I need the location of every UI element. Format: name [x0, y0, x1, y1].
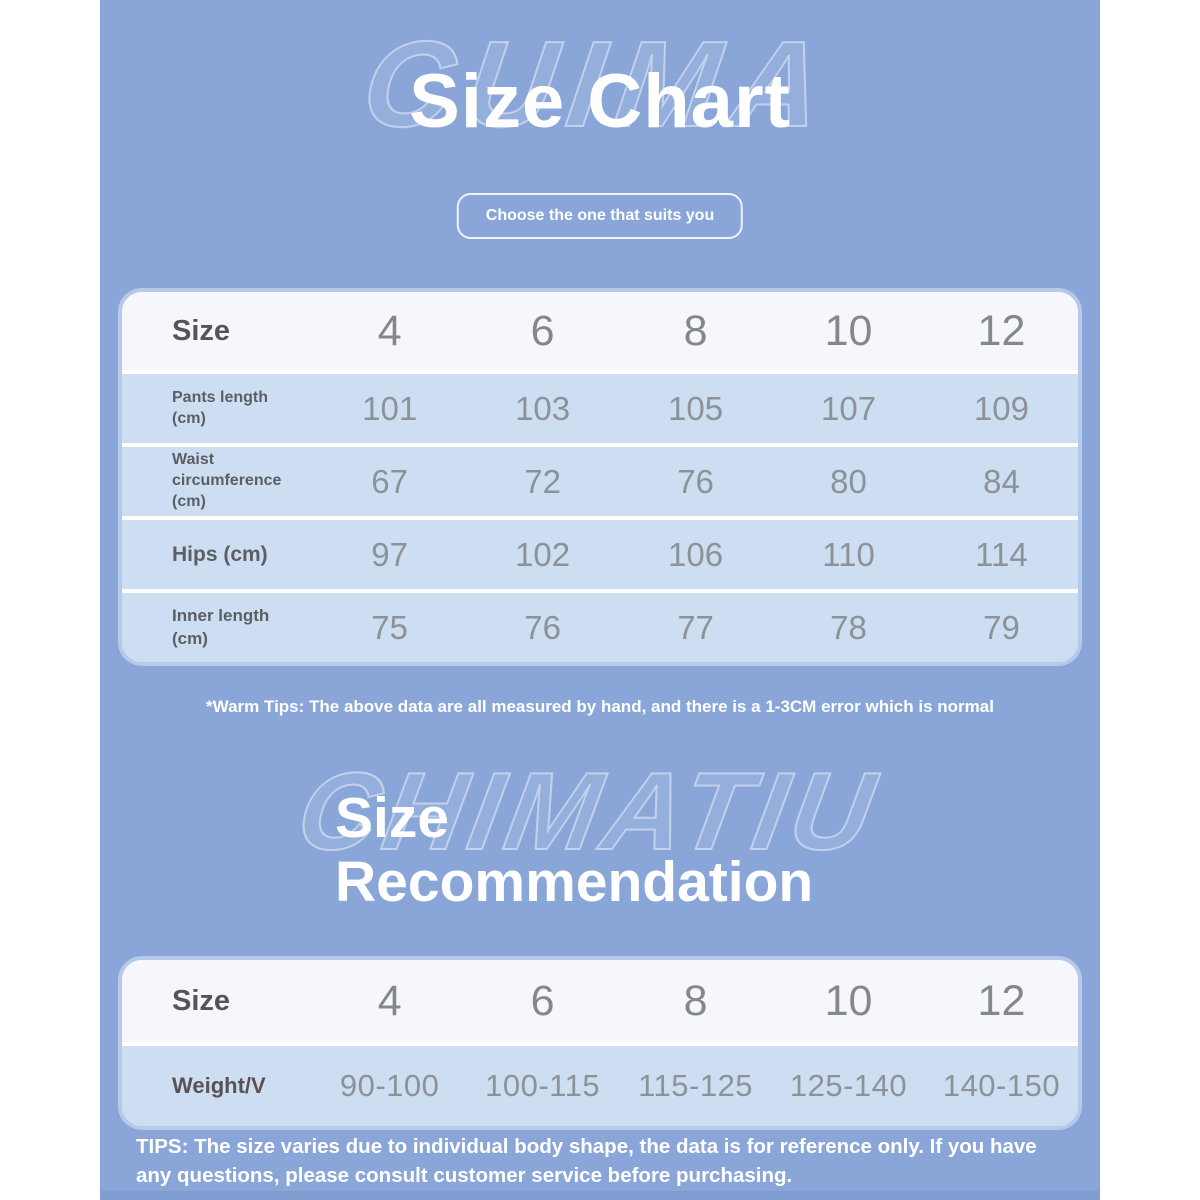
size-column-label: Size — [172, 314, 231, 347]
cell-value: 105 — [668, 389, 724, 427]
size-header-4: 4 — [377, 976, 402, 1025]
size-header-8: 8 — [683, 306, 708, 355]
size-header-6: 6 — [530, 306, 555, 355]
cell-value: 125-140 — [789, 1068, 908, 1103]
cell-value: 84 — [983, 462, 1020, 500]
recommendation-title-line2: Recommendation — [335, 850, 814, 915]
size-header-12: 12 — [977, 306, 1026, 355]
row-label: Pants length (cm) — [172, 388, 269, 427]
cell-value: 72 — [524, 462, 561, 500]
cell-value: 101 — [362, 389, 418, 427]
cell-value: 78 — [830, 608, 867, 646]
recommendation-title: Size Recommendation — [335, 786, 813, 915]
size-header-4: 4 — [377, 306, 402, 355]
row-label: Waist circumference (cm) — [172, 451, 282, 510]
recommendation-table-header-row: Size 4 6 8 10 12 — [122, 960, 1078, 1042]
size-header-8: 8 — [683, 976, 708, 1025]
table-row-hips: Hips (cm) 97 102 106 110 114 — [122, 520, 1078, 589]
cell-value: 77 — [677, 608, 714, 646]
measurements-table-header-row: Size 4 6 8 10 12 — [122, 292, 1078, 370]
warm-tips-note: *Warm Tips: The above data are all measu… — [206, 697, 994, 716]
bottom-tips-text: TIPS: The size varies due to individual … — [136, 1135, 1037, 1188]
size-header-6: 6 — [530, 976, 555, 1025]
page-title: Size Chart — [409, 59, 791, 144]
cell-value: 107 — [820, 389, 877, 427]
cell-value: 79 — [983, 608, 1020, 646]
measurements-table: Size 4 6 8 10 12 Pants length (cm) 101 1… — [118, 288, 1082, 666]
cell-value: 97 — [371, 535, 409, 573]
cell-value: 140-150 — [942, 1068, 1061, 1103]
size-column-label: Size — [172, 984, 231, 1017]
recommendation-table: Size 4 6 8 10 12 Weight/V 90-100 100-115… — [118, 956, 1082, 1130]
cell-value: 110 — [822, 535, 875, 573]
table-row-waist: Waist circumference (cm) 67 72 76 80 84 — [122, 447, 1078, 516]
cell-value: 76 — [524, 608, 561, 646]
row-label: Inner length (cm) — [172, 606, 270, 648]
size-header-12: 12 — [977, 976, 1026, 1025]
table-row-pants-length: Pants length (cm) 101 103 105 107 109 — [122, 374, 1078, 443]
poster-background: CUIMA Size Chart Choose the one that sui… — [100, 0, 1100, 1200]
cell-value: 102 — [515, 535, 571, 573]
row-label: Weight/V — [172, 1072, 266, 1098]
size-header-10: 10 — [824, 306, 873, 355]
choose-size-button[interactable]: Choose the one that suits you — [456, 193, 744, 239]
recommendation-title-line1: Size — [335, 786, 450, 850]
cell-value: 76 — [677, 462, 714, 500]
cell-value: 67 — [371, 462, 409, 500]
table-row-inner-length: Inner length (cm) 75 76 77 78 79 — [122, 593, 1078, 662]
cell-value: 80 — [830, 462, 867, 500]
cell-value: 90-100 — [339, 1068, 440, 1103]
cell-value: 75 — [371, 608, 409, 646]
bottom-edge-strip — [100, 1191, 1100, 1200]
cell-value: 114 — [975, 535, 1028, 573]
cell-value: 115-125 — [638, 1068, 754, 1103]
cell-value: 103 — [515, 389, 571, 427]
cell-value: 109 — [973, 389, 1029, 427]
row-label: Hips (cm) — [172, 542, 268, 566]
cell-value: 100-115 — [485, 1068, 601, 1103]
table-row-weight: Weight/V 90-100 100-115 115-125 125-140 … — [122, 1046, 1078, 1126]
size-header-10: 10 — [824, 976, 873, 1025]
cell-value: 106 — [668, 535, 724, 573]
